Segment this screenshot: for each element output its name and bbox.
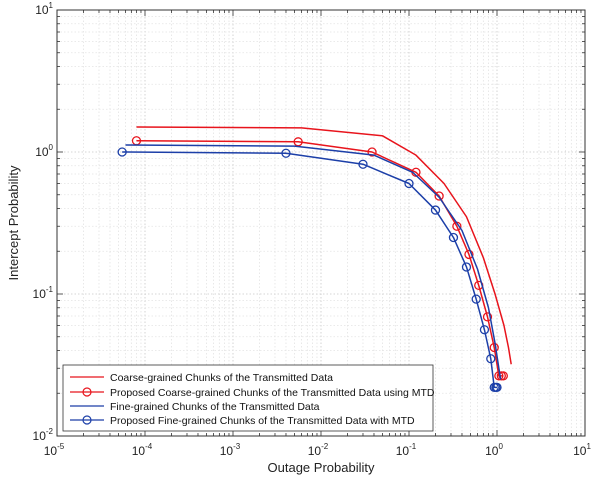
x-tick-label: 10-3: [220, 442, 241, 458]
series-4-marker: [281, 148, 291, 158]
y-tick-label: 10-1: [33, 285, 54, 301]
series-layer: [117, 126, 512, 393]
x-tick-label: 101: [573, 442, 591, 458]
x-axis-label: Outage Probability: [268, 460, 375, 475]
series-4-marker: [492, 382, 502, 393]
legend-marker-proposed-fine: [82, 415, 92, 425]
series-4-marker: [404, 178, 414, 189]
y-tick-label: 100: [35, 143, 53, 159]
x-tick-label: 10-4: [132, 442, 153, 458]
series-line-3: [125, 144, 502, 380]
series-4-marker: [486, 354, 496, 364]
legend-label-proposed-fine: Proposed Fine-grained Chunks of the Tran…: [110, 415, 415, 427]
legend-entry-proposed-fine: Proposed Fine-grained Chunks of the Tran…: [70, 415, 415, 427]
legend-marker-proposed-coarse: [82, 387, 92, 397]
series-2-marker: [482, 312, 493, 322]
x-tick-label: 10-2: [308, 442, 329, 458]
tick-labels: 10-5 10-4 10-3 10-2 10-1 100 101 10-2 10-1 100 101: [33, 1, 592, 458]
legend-label-proposed-coarse: Proposed Coarse-grained Chunks of the Tr…: [110, 387, 435, 399]
series-line-4: [122, 151, 497, 389]
x-tick-label: 10-1: [396, 442, 417, 458]
y-tick-label: 10-2: [33, 427, 54, 443]
series-4-marker: [479, 325, 490, 335]
legend-entry-coarse: Coarse-grained Chunks of the Transmitted…: [70, 372, 333, 384]
legend: Coarse-grained Chunks of the Transmitted…: [62, 364, 435, 432]
series-2-marker: [434, 191, 444, 201]
series-4-marker: [358, 159, 368, 169]
series-line-1: [136, 126, 512, 365]
series-4-marker: [430, 205, 441, 215]
x-tick-label: 100: [485, 442, 503, 458]
ticks: [56, 10, 585, 437]
y-tick-label: 101: [35, 1, 53, 17]
legend-entry-fine: Fine-grained Chunks of the Transmitted D…: [70, 401, 320, 413]
series-4-marker: [471, 294, 481, 304]
series-4-marker: [117, 147, 127, 157]
series-4-marker: [461, 262, 472, 272]
legend-label-fine: Fine-grained Chunks of the Transmitted D…: [110, 401, 320, 413]
x-tick-label: 10-5: [44, 442, 65, 458]
legend-entry-proposed-coarse: Proposed Coarse-grained Chunks of the Tr…: [70, 387, 435, 399]
series-2-marker: [464, 249, 474, 260]
y-axis-label: Intercept Probability: [6, 165, 21, 280]
series-4-marker: [448, 232, 459, 243]
legend-label-coarse: Coarse-grained Chunks of the Transmitted…: [110, 372, 333, 384]
series-2-marker: [367, 147, 377, 157]
legend-box: [62, 364, 434, 432]
series-2-marker: [489, 342, 499, 353]
